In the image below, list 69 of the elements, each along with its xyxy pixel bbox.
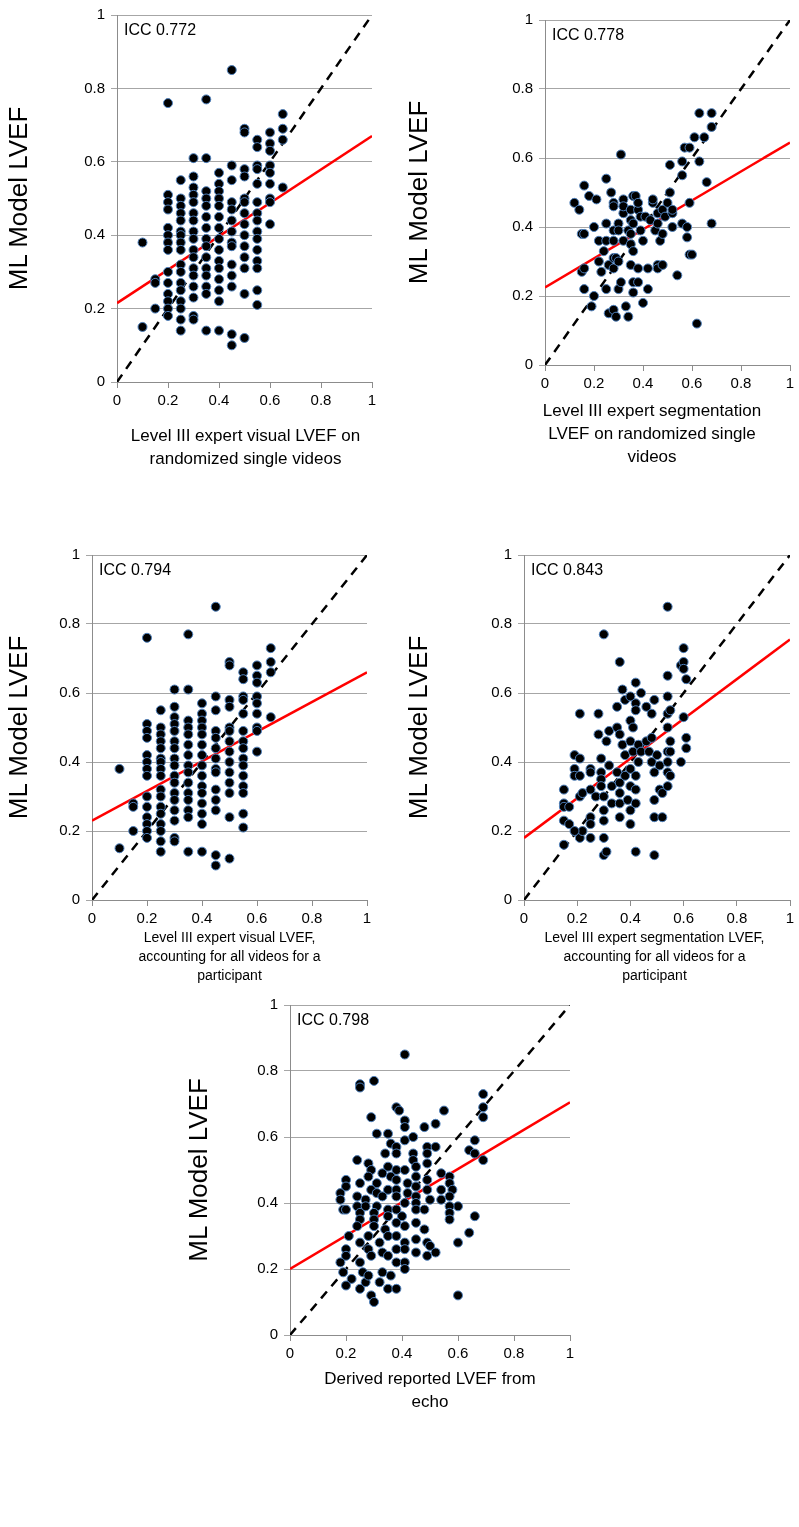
y-tick-label: 0.2: [491, 821, 512, 839]
x-tick-label: 0: [540, 374, 550, 392]
y-tick-label: 0: [503, 890, 512, 908]
y-tick-label: 1: [524, 10, 533, 28]
x-axis-title: Level III expert segmentation LVEF, accounting for all videos for a participant: [543, 928, 766, 985]
y-tick-label: 0.2: [257, 1259, 278, 1277]
x-tick-label: 1: [565, 1344, 575, 1362]
y-axis-title: ML Model LVEF: [182, 1078, 213, 1262]
y-tick-label: 0.6: [491, 683, 512, 701]
y-tick-label: 0.2: [59, 821, 80, 839]
y-tick-label: 0.4: [59, 752, 80, 770]
x-tick-label: 0.8: [730, 374, 752, 392]
x-tick-label: 0.8: [726, 909, 748, 927]
y-tick-label: 0.6: [512, 148, 533, 166]
x-tick-label: 0.4: [632, 374, 654, 392]
x-tick-label: 0.6: [681, 374, 703, 392]
annotation: ICC 0.794: [99, 561, 172, 579]
x-tick-label: 0.8: [301, 909, 323, 927]
x-tick-label: 1: [785, 909, 795, 927]
y-tick-label: 0.8: [257, 1061, 278, 1079]
y-axis-title: ML Model LVEF: [2, 106, 33, 291]
y-tick-label: 1: [503, 545, 512, 563]
x-tick-label: 0.2: [136, 909, 158, 927]
y-tick-label: 0.2: [84, 298, 105, 316]
x-axis-title: Level III expert visual LVEF on randomized single videos: [129, 425, 362, 470]
x-tick-label: 0: [285, 1344, 295, 1362]
y-tick-label: 0: [524, 355, 533, 373]
y-tick-label: 0: [269, 1325, 278, 1343]
x-tick-label: 1: [362, 909, 372, 927]
annotation: ICC 0.778: [552, 26, 625, 44]
x-tick-label: 0.2: [566, 909, 588, 927]
y-tick-label: 0.4: [257, 1193, 278, 1211]
y-tick-label: 1: [96, 5, 105, 23]
y-tick-label: 0.4: [512, 217, 533, 235]
x-tick-label: 0.2: [157, 391, 179, 409]
annotation: ICC 0.798: [297, 1011, 370, 1029]
y-tick-label: 1: [71, 545, 80, 563]
x-tick-label: 0.4: [619, 909, 641, 927]
annotation: ICC 0.843: [531, 561, 604, 579]
y-tick-label: 0.8: [84, 78, 105, 96]
y-tick-label: 1: [269, 995, 278, 1013]
x-tick-label: 0.2: [335, 1344, 357, 1362]
y-tick-label: 0.6: [84, 151, 105, 169]
x-tick-label: 0.4: [208, 391, 230, 409]
y-tick-label: 0.6: [257, 1127, 278, 1145]
x-tick-label: 0.6: [447, 1344, 469, 1362]
y-tick-label: 0.4: [84, 225, 105, 243]
y-tick-label: 0.6: [59, 683, 80, 701]
x-tick-label: 0.4: [191, 909, 213, 927]
x-axis-title: Level III expert segmentation LVEF on randomized single videos: [541, 400, 763, 468]
y-tick-label: 0.4: [491, 752, 512, 770]
y-tick-label: 0: [71, 890, 80, 908]
y-axis-title: ML Model LVEF: [402, 100, 433, 285]
x-axis-title: Derived reported LVEF from echo: [323, 1368, 537, 1413]
x-tick-label: 0.2: [583, 374, 605, 392]
y-axis-title: ML Model LVEF: [2, 635, 33, 820]
x-tick-label: 1: [785, 374, 795, 392]
x-tick-label: 1: [367, 391, 377, 409]
y-tick-label: 0.8: [512, 79, 533, 97]
x-axis-title: Level III expert visual LVEF, accounting for all videos for a participant: [137, 928, 322, 985]
y-tick-label: 0.8: [491, 614, 512, 632]
y-axis-title: ML Model LVEF: [402, 635, 433, 820]
x-tick-label: 0: [112, 391, 122, 409]
y-tick-label: 0.8: [59, 614, 80, 632]
y-tick-label: 0.2: [512, 286, 533, 304]
x-tick-label: 0.8: [310, 391, 332, 409]
x-tick-label: 0.6: [673, 909, 695, 927]
x-tick-label: 0.4: [391, 1344, 413, 1362]
annotation: ICC 0.772: [124, 21, 197, 39]
